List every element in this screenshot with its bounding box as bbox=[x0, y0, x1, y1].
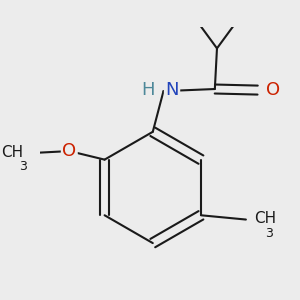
Text: 3: 3 bbox=[19, 160, 27, 172]
Text: CH: CH bbox=[254, 211, 277, 226]
Text: 3: 3 bbox=[266, 227, 273, 240]
Text: O: O bbox=[266, 81, 280, 99]
Text: O: O bbox=[62, 142, 76, 160]
Text: H: H bbox=[142, 81, 155, 99]
Text: N: N bbox=[165, 81, 179, 99]
Text: CH: CH bbox=[1, 145, 23, 160]
